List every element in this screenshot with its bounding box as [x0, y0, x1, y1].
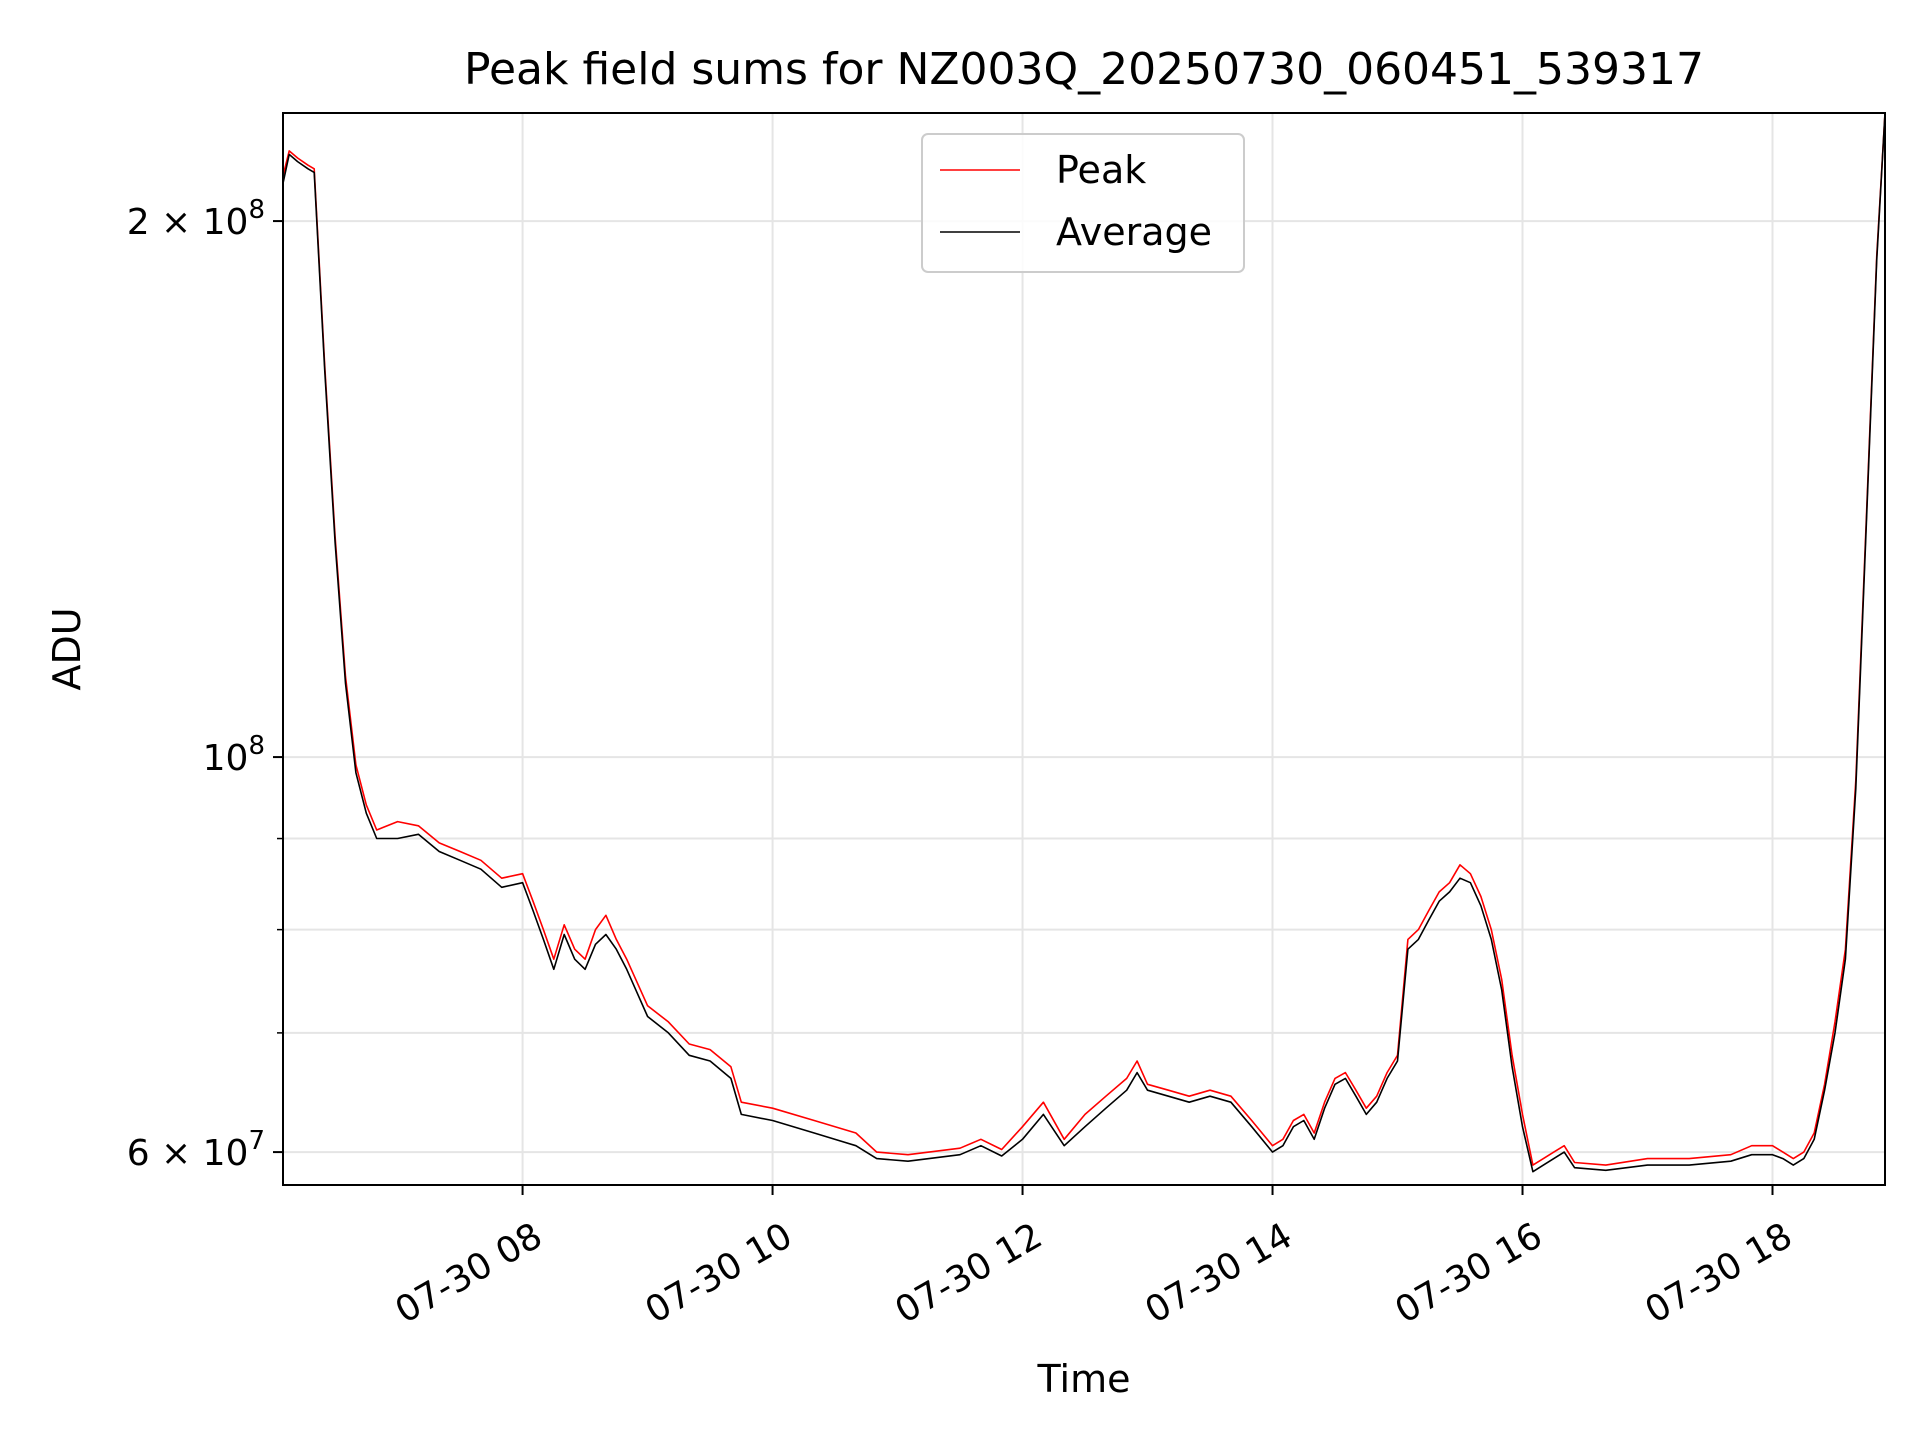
y-axis-label: ADU: [45, 607, 89, 690]
legend: Peak Average: [921, 133, 1245, 273]
legend-label-peak: Peak: [1056, 148, 1146, 192]
legend-box: [921, 133, 1245, 273]
x-axis-label: Time: [1037, 1357, 1131, 1401]
series-line-average: [283, 113, 1885, 1173]
grid: [283, 113, 1885, 1185]
legend-label-average: Average: [1056, 210, 1212, 254]
y-tick-label: 6 × 107: [127, 1126, 265, 1174]
series-line-peak: [283, 113, 1885, 1166]
y-axis-ticks: 6 × 107 108 2 × 108: [127, 195, 283, 1174]
plot-lines: [283, 113, 1885, 1173]
y-tick-label: 108: [203, 731, 265, 779]
y-tick-label: 2 × 108: [127, 195, 265, 243]
chart-title: Peak field sums for NZ003Q_20250730_0604…: [464, 44, 1704, 95]
plot-frame: [282, 112, 1886, 1186]
